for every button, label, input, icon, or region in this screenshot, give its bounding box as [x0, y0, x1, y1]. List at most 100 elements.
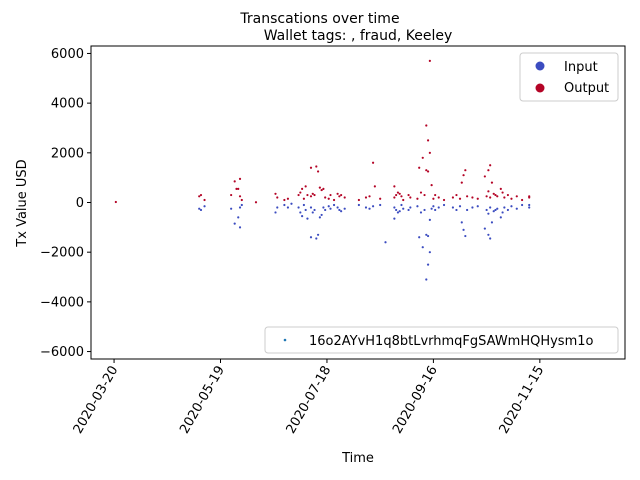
input-point: [316, 233, 320, 236]
output-point: [492, 192, 495, 195]
output-point: [254, 201, 258, 204]
output-point: [510, 197, 513, 200]
output-point: [462, 174, 465, 177]
output-point: [501, 191, 504, 194]
chart-title: Wallet tags: , fraud, Keeley: [264, 28, 453, 44]
output-point: [318, 186, 321, 189]
input-point: [416, 205, 419, 208]
output-point: [324, 196, 327, 199]
input-point: [371, 205, 375, 208]
input-point: [237, 216, 240, 219]
input-point: [515, 207, 518, 210]
input-point: [423, 208, 426, 212]
input-point: [489, 237, 492, 240]
output-point: [460, 181, 463, 184]
output-point: [199, 193, 203, 197]
output-point: [240, 198, 243, 202]
output-point: [437, 196, 440, 199]
input-point: [528, 206, 531, 209]
input-point: [322, 206, 325, 209]
output-point: [455, 193, 458, 197]
legend-bottom-box: [264, 326, 619, 354]
output-point: [515, 195, 518, 198]
input-point: [494, 208, 497, 212]
input-point: [428, 251, 431, 254]
input-point: [460, 221, 463, 224]
output-point: [276, 196, 279, 199]
input-point: [384, 241, 387, 244]
output-point: [316, 170, 320, 173]
input-point: [233, 222, 236, 225]
input-point: [368, 207, 371, 210]
input-point: [506, 208, 510, 212]
output-point: [425, 169, 428, 172]
input-point: [199, 208, 203, 212]
output-point: [336, 192, 339, 195]
input-point: [286, 206, 290, 209]
input-point: [336, 206, 339, 209]
output-point: [301, 187, 304, 190]
output-point: [304, 185, 307, 188]
input-point: [402, 207, 405, 210]
input-point: [419, 211, 423, 214]
output-point: [198, 195, 201, 198]
output-point: [237, 187, 240, 190]
output-point: [329, 193, 332, 197]
output-point: [425, 124, 428, 127]
input-point: [393, 206, 396, 209]
input-point: [421, 246, 424, 249]
output-point: [315, 165, 318, 168]
output-point: [483, 175, 486, 178]
output-point: [426, 139, 430, 142]
y-tick-label: 2000: [51, 146, 84, 161]
input-point: [318, 216, 321, 219]
input-point: [464, 234, 467, 238]
y-axis-label: Tx Value USD: [15, 159, 30, 247]
legend-output-label: Output: [564, 81, 609, 96]
output-point: [490, 181, 494, 184]
input-point: [476, 205, 479, 208]
input-point: [332, 203, 336, 207]
output-point: [286, 197, 290, 200]
input-point: [238, 206, 242, 209]
input-point: [455, 208, 458, 212]
input-point: [230, 207, 233, 210]
output-point: [464, 169, 467, 172]
input-point: [462, 228, 465, 231]
output-point: [302, 197, 305, 200]
output-point: [311, 192, 314, 195]
x-tick-label: 2020-05-19: [177, 364, 228, 437]
x-tick-label: 2020-09-16: [390, 364, 441, 437]
output-point: [458, 197, 462, 200]
input-point: [301, 215, 304, 218]
input-point: [343, 207, 346, 210]
input-point: [499, 216, 502, 219]
input-point: [396, 211, 400, 214]
output-point: [434, 193, 437, 197]
legend-input-marker: [535, 61, 545, 71]
input-point: [451, 206, 455, 209]
output-point: [364, 196, 368, 199]
input-point: [471, 206, 474, 209]
output-point: [398, 192, 401, 195]
input-point: [290, 202, 293, 205]
output-point: [428, 59, 431, 63]
input-point: [311, 211, 314, 214]
input-point: [466, 208, 469, 212]
output-point: [373, 185, 376, 188]
legend-top-box: [519, 52, 619, 102]
output-point: [409, 196, 412, 199]
output-point: [306, 193, 309, 197]
input-point: [487, 212, 490, 215]
output-point: [283, 198, 286, 202]
output-point: [499, 187, 502, 190]
input-point: [238, 226, 242, 229]
output-point: [432, 197, 435, 200]
output-point: [393, 185, 396, 188]
legend-input-label: Input: [564, 60, 598, 75]
input-point: [324, 208, 327, 212]
output-point: [418, 166, 421, 169]
data-points: [114, 59, 531, 281]
input-point: [313, 208, 316, 212]
output-point: [451, 196, 455, 199]
